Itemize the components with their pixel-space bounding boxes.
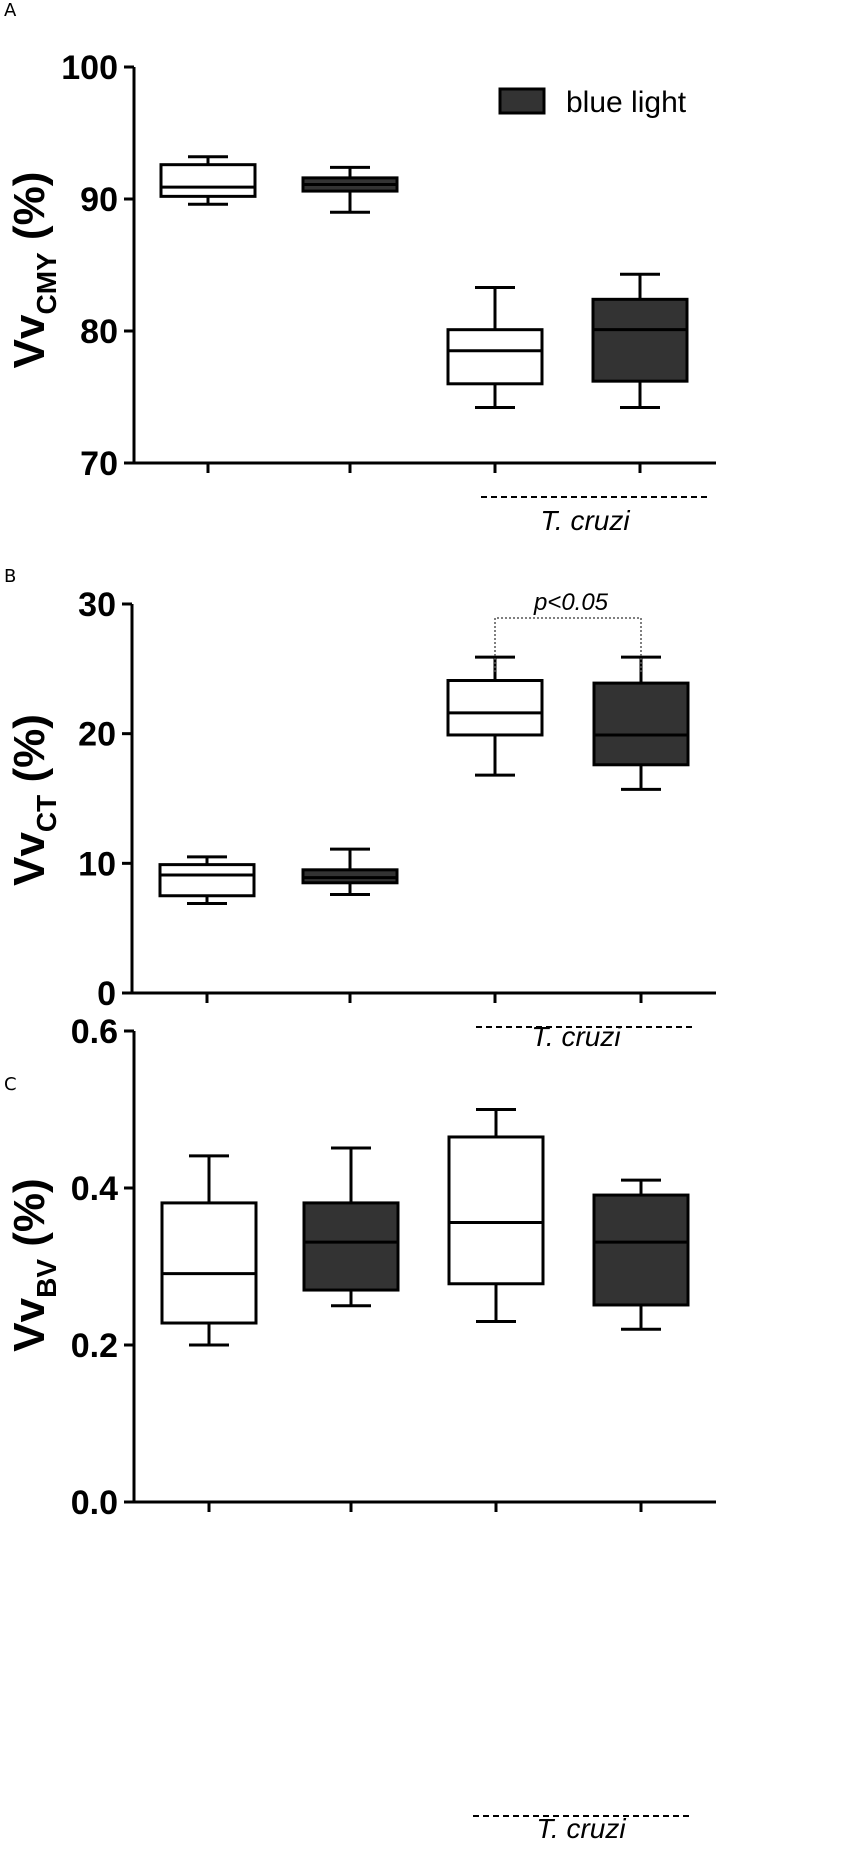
panel-a-y-axis-title-main: VvCMY (%) <box>5 172 62 369</box>
iqr-box <box>160 1201 258 1325</box>
panel-c-y-axis-title: VvBV (%) <box>5 1178 62 1351</box>
y-axis-title-text: Vv <box>5 832 54 886</box>
panel-a-boxes <box>159 155 689 410</box>
panel-c-group: T. cruzi <box>473 1813 693 1844</box>
panel-a-group: T. cruzi <box>481 496 708 536</box>
y-tick-label: 10 <box>78 845 116 883</box>
panel-a-y-axis-title: VvCMY (%) <box>5 172 62 369</box>
iqr-box <box>302 1201 400 1292</box>
y-axis-title-unit: (%) <box>5 172 54 253</box>
panel-c-label: C <box>4 1074 17 1095</box>
box-4 <box>592 1178 690 1331</box>
panel-b-group-label: T. cruzi <box>531 1021 621 1052</box>
box-1 <box>159 155 257 206</box>
panel-c-boxes <box>160 1108 690 1347</box>
panel-b-y-axis-title-main: VvCT (%) <box>5 714 62 886</box>
box-4 <box>592 655 690 791</box>
box-1 <box>160 1154 258 1347</box>
panel-b-group: T. cruzi <box>476 1021 696 1052</box>
y-tick-label: 90 <box>80 181 118 219</box>
iqr-box <box>447 1135 545 1286</box>
panel-b-boxes <box>158 655 690 906</box>
legend: blue light <box>498 86 687 119</box>
y-tick-label: 80 <box>80 313 118 351</box>
y-tick-label: 30 <box>78 586 116 624</box>
iqr-box <box>446 679 544 737</box>
iqr-box <box>592 681 690 767</box>
iqr-box <box>446 328 544 386</box>
box-2 <box>301 847 399 896</box>
box-3 <box>446 285 544 410</box>
y-axis-title-unit: (%) <box>5 714 54 795</box>
panel-b-significance: p<0.05 <box>494 589 642 672</box>
panel-b-axes: 0 10 20 30 <box>78 586 716 1013</box>
y-tick-label: 0.2 <box>71 1327 118 1365</box>
panel-b-label: B <box>4 566 16 587</box>
legend-swatch <box>498 87 546 115</box>
box-2 <box>302 1146 400 1308</box>
y-axis-title-text: Vv <box>5 1297 54 1351</box>
panel-a: A VvCMY (%) 70 80 90 100 T. cruzi blue ligh… <box>4 0 716 536</box>
iqr-box <box>591 297 689 383</box>
y-tick-label: 0.4 <box>71 1170 118 1208</box>
y-axis-title-subscript: CMY <box>31 252 62 315</box>
panel-a-label: A <box>4 0 17 21</box>
box-3 <box>447 1108 545 1323</box>
box-3 <box>446 655 544 777</box>
y-tick-label: 100 <box>61 49 118 87</box>
panel-c-group-label: T. cruzi <box>536 1813 626 1844</box>
iqr-box <box>158 863 256 898</box>
y-axis-title-text: Vv <box>5 314 54 368</box>
y-tick-label: 0.0 <box>71 1484 118 1522</box>
iqr-box <box>592 1193 690 1307</box>
panel-a-axes: 70 80 90 100 <box>61 49 716 483</box>
y-tick-label: 0 <box>97 975 116 1013</box>
y-axis-title-unit: (%) <box>5 1178 54 1259</box>
significance-bracket <box>494 617 642 672</box>
box-2 <box>301 165 399 214</box>
iqr-box <box>159 163 257 198</box>
y-axis-title-subscript: CT <box>31 795 62 832</box>
significance-label: p<0.05 <box>533 589 609 616</box>
panel-c: C VvBV (%) 0.0 0.2 0.4 0.6 T. cruzi <box>4 1013 716 1844</box>
panel-b-y-axis-title: VvCT (%) <box>5 714 62 886</box>
y-tick-label: 20 <box>78 716 116 754</box>
y-tick-label: 0.6 <box>71 1013 118 1051</box>
y-axis-title-subscript: BV <box>31 1259 62 1298</box>
panel-c-y-axis-title-main: VvBV (%) <box>5 1178 62 1351</box>
panel-b: B VvCT (%) 0 10 20 30 T. cruzi p<0.05 <box>4 566 716 1052</box>
panel-c-axes: 0.0 0.2 0.4 0.6 <box>71 1013 716 1522</box>
box-1 <box>158 855 256 906</box>
legend-label: blue light <box>566 86 687 119</box>
box-4 <box>591 272 689 410</box>
y-tick-label: 70 <box>80 445 118 483</box>
panel-a-group-label: T. cruzi <box>540 505 630 536</box>
